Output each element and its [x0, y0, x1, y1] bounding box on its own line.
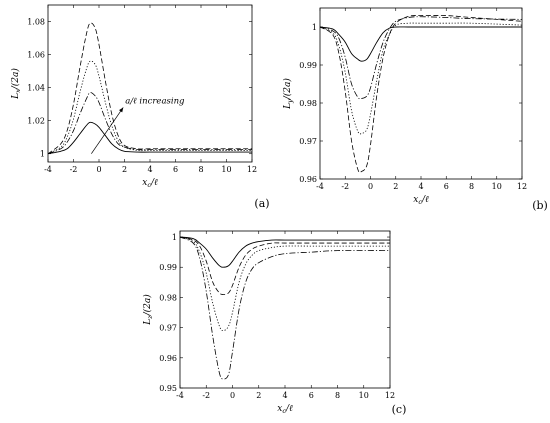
- series-line-dotted: [180, 236, 390, 332]
- series-line-dotted: [48, 60, 252, 155]
- panel-label: (b): [532, 199, 548, 212]
- x-tick-label: -4: [44, 165, 52, 174]
- y-axis-label: Lz/(2a): [142, 294, 154, 326]
- x-tick-label: 6: [309, 391, 314, 400]
- y-axis-label: Lx/(2a): [10, 68, 22, 100]
- panel-label: (c): [392, 403, 407, 416]
- plot-frame: [47, 4, 253, 163]
- x-tick-label: 8: [198, 165, 203, 174]
- x-axis-label: xc/ℓ: [413, 195, 429, 206]
- series-line-dashdot: [48, 92, 252, 155]
- series-line-dashed: [48, 22, 252, 155]
- x-tick-label: 2: [122, 165, 127, 174]
- x-axis-label: xc/ℓ: [142, 178, 158, 189]
- y-tick-label: 1: [40, 150, 45, 159]
- plot-frame: [179, 230, 391, 389]
- x-tick-label: -4: [316, 182, 324, 191]
- panel-b: -4 -2 0 2 4 6 8 10 12 0.96 0.97 0.98 0.99 1 xc/ℓ Ly/(2a…: [282, 7, 548, 212]
- x-tick-label: -2: [341, 182, 349, 191]
- y-tick-label: 0.97: [159, 324, 177, 333]
- y-axis-label: Ly/(2a): [282, 78, 294, 110]
- x-tick-label: -2: [70, 165, 78, 174]
- x-tick-label: 4: [418, 182, 423, 191]
- panel-label: (a): [254, 197, 269, 210]
- panel-c: -4 -2 0 2 4 6 8 10 12 0.95 0.96 0.97 0.98 0.99 1 xc/ℓ Lz…: [142, 230, 407, 416]
- y-tick-label: 1.08: [27, 18, 45, 27]
- annotation-label: a/ℓ increasing: [125, 96, 185, 106]
- x-tick-label: 8: [469, 182, 474, 191]
- x-tick-label: -2: [202, 391, 210, 400]
- y-tick-label: 1: [312, 23, 317, 32]
- series-line-dashed: [180, 236, 390, 295]
- y-tick-label: 0.98: [159, 293, 177, 302]
- x-tick-label: 2: [256, 391, 261, 400]
- x-tick-label: 10: [221, 165, 231, 174]
- y-tick-label: 1.04: [27, 84, 45, 93]
- series-line-dotted: [320, 22, 522, 135]
- y-tick-label: 0.96: [159, 354, 177, 363]
- y-tick-label: 0.96: [299, 175, 317, 184]
- series-line-solid: [320, 26, 522, 62]
- panel-a: -4 -2 0 2 4 6 8 10 12 1 1.02 1.04 1.06 1.08 xc/ℓ Lx/(2a…: [10, 4, 270, 210]
- y-tick-label: 0.98: [299, 99, 317, 108]
- x-tick-label: 10: [359, 391, 369, 400]
- annotation-arrow-head: [119, 107, 124, 113]
- x-tick-label: 0: [230, 391, 235, 400]
- y-tick-label: 1.06: [27, 51, 45, 60]
- x-tick-label: 2: [393, 182, 398, 191]
- x-tick-label: 12: [385, 391, 395, 400]
- x-tick-label: 6: [173, 165, 178, 174]
- y-tick-label: 0.99: [159, 263, 177, 272]
- x-tick-label: 8: [335, 391, 340, 400]
- x-tick-label: 4: [282, 391, 287, 400]
- plot-frame: [319, 7, 523, 180]
- x-tick-label: -4: [176, 391, 184, 400]
- annotation-arrow: [91, 107, 124, 154]
- x-tick-label: 0: [96, 165, 101, 174]
- x-tick-label: 0: [368, 182, 373, 191]
- x-tick-label: 6: [444, 182, 449, 191]
- x-axis-label: xc/ℓ: [277, 404, 293, 415]
- series-line-solid: [48, 121, 252, 155]
- x-tick-label: 12: [517, 182, 527, 191]
- series-line-dashdot: [320, 16, 522, 100]
- y-tick-label: 0.97: [299, 137, 317, 146]
- x-tick-label: 4: [147, 165, 152, 174]
- y-tick-label: 1.02: [27, 117, 45, 126]
- series-line-solid: [180, 236, 390, 268]
- x-tick-label: 12: [247, 165, 257, 174]
- y-tick-label: 0.95: [159, 384, 177, 393]
- series-line-dashed: [320, 15, 522, 173]
- y-tick-label: 1: [172, 233, 177, 242]
- x-tick-label: 10: [492, 182, 502, 191]
- y-tick-label: 0.99: [299, 61, 317, 70]
- series-line-dashdot: [180, 236, 390, 380]
